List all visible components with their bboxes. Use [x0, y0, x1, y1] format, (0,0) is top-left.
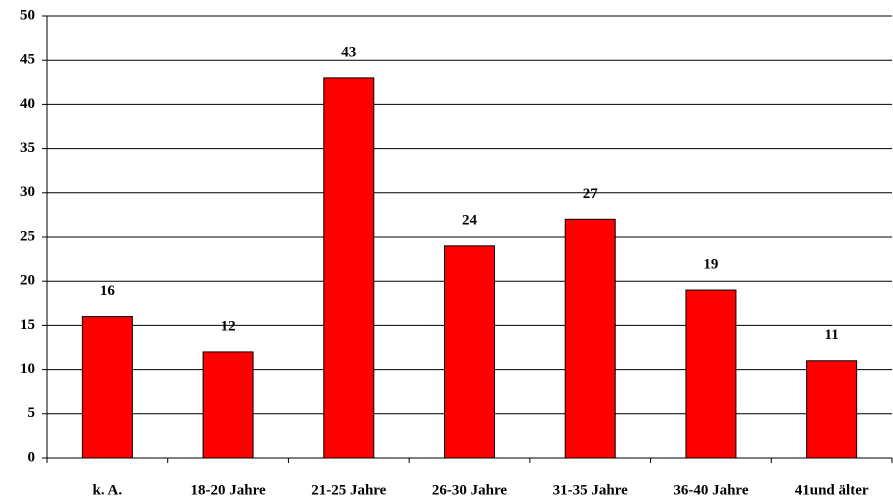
- y-tick-label: 5: [28, 405, 36, 421]
- bar: [444, 245, 495, 459]
- x-tick-label: 21-25 Jahre: [311, 482, 386, 498]
- bar: [685, 289, 737, 459]
- x-tick-label: 26-30 Jahre: [432, 482, 507, 498]
- y-tick-label: 15: [20, 317, 35, 333]
- bar: [81, 316, 133, 459]
- data-label: 19: [703, 256, 718, 272]
- y-tick-label: 10: [20, 361, 35, 377]
- y-tick-label: 45: [20, 52, 35, 68]
- y-tick-label: 20: [20, 273, 35, 289]
- data-label: 12: [221, 318, 236, 334]
- y-tick-label: 25: [20, 228, 35, 244]
- y-tick-label: 0: [28, 449, 36, 465]
- y-tick-label: 30: [20, 184, 35, 200]
- y-tick-label: 35: [20, 140, 35, 156]
- bar: [806, 360, 858, 459]
- y-tick-label: 50: [20, 7, 35, 23]
- x-tick-label: 36-40 Jahre: [673, 482, 748, 498]
- bar: [323, 77, 375, 459]
- x-tick-label: k. A.: [93, 482, 123, 498]
- y-tick-label: 40: [20, 96, 35, 112]
- data-label: 16: [100, 283, 116, 299]
- data-label: 24: [462, 212, 478, 228]
- bar: [564, 218, 616, 459]
- x-tick-label: 31-35 Jahre: [553, 482, 628, 498]
- x-tick-label: 41und älter: [795, 482, 869, 498]
- x-tick-label: 18-20 Jahre: [191, 482, 266, 498]
- data-label: 11: [825, 327, 839, 343]
- data-label: 43: [341, 44, 356, 60]
- bar: [202, 351, 254, 459]
- data-label: 27: [583, 186, 599, 202]
